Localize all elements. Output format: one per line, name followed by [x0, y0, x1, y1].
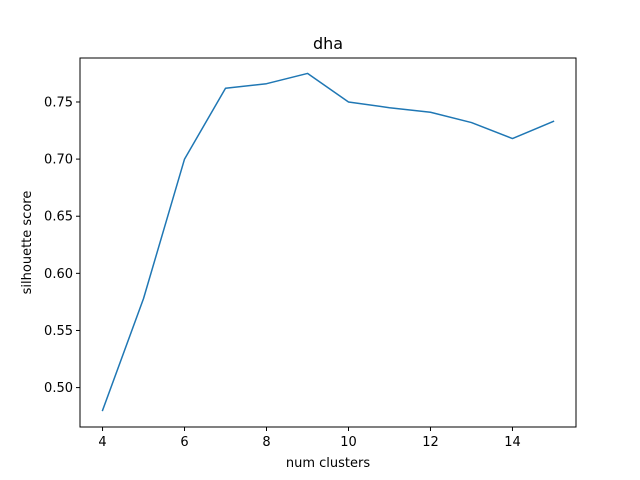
- chart-title: dha: [313, 34, 343, 53]
- x-tick-label: 12: [422, 435, 439, 450]
- x-tick-label: 4: [98, 435, 106, 450]
- y-tick-label: 0.60: [44, 267, 73, 282]
- y-tick-label: 0.55: [44, 324, 73, 339]
- x-tick-label: 10: [340, 435, 357, 450]
- plot-layer: [101, 72, 555, 412]
- x-tick-label: 14: [504, 435, 521, 450]
- y-tick-label: 0.75: [44, 95, 73, 110]
- y-tick-label: 0.65: [44, 210, 73, 225]
- plot-frame: [79, 57, 577, 428]
- series-line-0: [101, 72, 555, 412]
- x-tick-label: 8: [262, 435, 270, 450]
- y-tick-label: 0.70: [44, 153, 73, 168]
- y-axis-label: silhouette score: [20, 191, 35, 295]
- y-axis-ticks: 0.50 0.55 0.60 0.65 0.70 0.75: [44, 95, 80, 396]
- x-tick-label: 6: [180, 435, 188, 450]
- x-axis-ticks: 4 6 8 10 12 14: [98, 427, 521, 450]
- y-tick-label: 0.50: [44, 381, 73, 396]
- x-axis-label: num clusters: [286, 456, 370, 471]
